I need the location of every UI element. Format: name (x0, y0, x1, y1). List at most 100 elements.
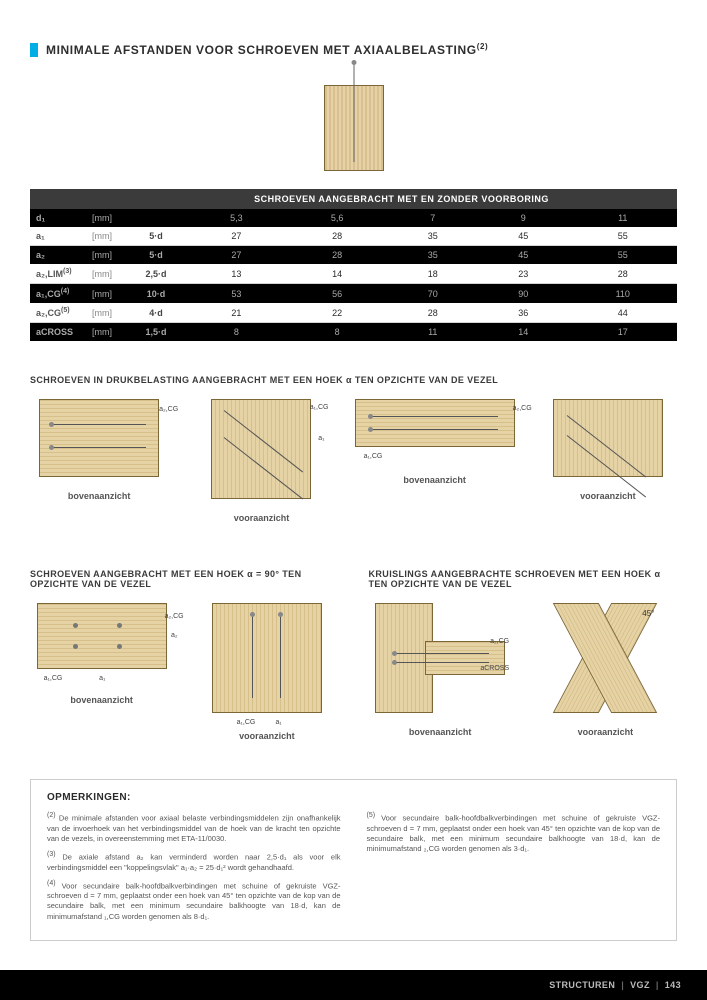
table-cell: 70 (388, 284, 478, 304)
table-header-row: SCHROEVEN AANGEBRACHT MET EN ZONDER VOOR… (30, 189, 677, 209)
diagram-cell: a₂,CG a₂ a₁,CG a₁ bovenaanzicht (30, 603, 173, 741)
distances-table: SCHROEVEN AANGEBRACHT MET EN ZONDER VOOR… (30, 189, 677, 341)
dim-label: aCROSS (480, 665, 509, 672)
table-cell: 35 (388, 246, 478, 265)
table-cell: 9 (478, 209, 568, 227)
caption: vooraanzicht (534, 727, 677, 737)
caption: bovenaanzicht (30, 491, 168, 501)
screw-dot (73, 644, 78, 649)
hero-wood-block (324, 85, 384, 171)
footnote-num: (3) (47, 851, 56, 858)
table-cell: 18 (388, 264, 478, 284)
wood-block (553, 399, 663, 477)
dim-label: a₁,CG (364, 453, 383, 460)
table-cell: 28 (388, 303, 478, 323)
dim-label: a₁,CG (310, 404, 329, 411)
screw-dot (117, 644, 122, 649)
screw-vertical (252, 614, 253, 698)
table-cell: 35 (388, 227, 478, 246)
table-row: a₁,CG(4)[mm]10·d53567090110 (30, 284, 677, 304)
screw-dot (117, 623, 122, 628)
table-cell: 36 (478, 303, 568, 323)
note-text: Voor secundaire balk-hoofdbalkverbinding… (367, 814, 661, 853)
dim-label: a₁,CG (44, 675, 63, 682)
row-formula: 2,5·d (126, 264, 186, 284)
table-cell: 56 (287, 284, 388, 304)
dim-label: a₂,CG (159, 406, 178, 413)
wood-block: a₂,CG a₁,CG (355, 399, 515, 447)
wood-block: a₂,CG a₂ a₁,CG a₁ (37, 603, 167, 669)
dim-label: a₁ (276, 719, 282, 726)
title-sup: (2) (477, 42, 489, 51)
row-label: aCROSS (30, 323, 86, 342)
table-cell: 14 (478, 323, 568, 342)
dim-label: a₂ (171, 632, 178, 639)
notes-title: OPMERKINGEN: (47, 792, 660, 803)
table-cell: 22 (287, 303, 388, 323)
table-cell: 17 (569, 323, 678, 342)
table-cell: 11 (569, 209, 678, 227)
wood-block: a₂,CG (39, 399, 159, 477)
dim-label: a₁ (318, 435, 324, 442)
notes-box: OPMERKINGEN: (2) De minimale afstanden v… (30, 779, 677, 941)
section-2: SCHROEVEN AANGEBRACHT MET EEN HOEK α = 9… (30, 569, 677, 741)
row-label: a₂,LIM(3) (30, 264, 86, 284)
screw-diag (224, 437, 303, 499)
table-cell: 27 (186, 246, 287, 265)
table-cell: 55 (569, 246, 678, 265)
table-cell: 11 (388, 323, 478, 342)
section1-title: SCHROEVEN IN DRUKBELASTING AANGEBRACHT M… (30, 375, 677, 385)
t-joint: a₂,CG aCROSS (375, 603, 505, 713)
screw-line (52, 447, 146, 448)
section2a-title: SCHROEVEN AANGEBRACHT MET EEN HOEK α = 9… (30, 569, 339, 589)
screw-vertical (280, 614, 281, 698)
dim-label: a₂,CG (490, 638, 509, 645)
table-cell: 53 (186, 284, 287, 304)
table-row: a₂,LIM(3)[mm]2,5·d1314182328 (30, 264, 677, 284)
caption: vooraanzicht (195, 731, 338, 741)
row-label: a₂ (30, 246, 86, 265)
note-text: Voor secundaire balk-hoofdbalkverbinding… (47, 881, 341, 920)
screw-line (371, 416, 497, 417)
screw-line (371, 429, 497, 430)
screw-line (52, 424, 146, 425)
table-cell: 7 (388, 209, 478, 227)
footnote-num: (2) (47, 812, 56, 819)
footnote-num: (5) (367, 812, 376, 819)
caption: bovenaanzicht (369, 727, 512, 737)
table-cell: 14 (287, 264, 388, 284)
footer-product: VGZ (630, 980, 650, 990)
table-cell: 28 (287, 246, 388, 265)
table-cell: 28 (569, 264, 678, 284)
row-unit: [mm] (86, 264, 126, 284)
footer-page: 143 (665, 980, 681, 990)
table-cell: 28 (287, 227, 388, 246)
dim-label: a₂,CG (165, 613, 184, 620)
table-cell: 44 (569, 303, 678, 323)
notes-col-right: (5) Voor secundaire balk-hoofdbalkverbin… (367, 811, 661, 928)
row-formula: 5·d (126, 246, 186, 265)
row-label: a₁,CG(4) (30, 284, 86, 304)
section2b-title: KRUISLINGS AANGEBRACHTE SCHROEVEN MET EE… (369, 569, 678, 589)
diagram-cell: a₁,CG a₁ vooraanzicht (192, 399, 330, 523)
section-1: SCHROEVEN IN DRUKBELASTING AANGEBRACHT M… (30, 375, 677, 523)
hero-diagram (30, 85, 677, 173)
table-cell: 110 (569, 284, 678, 304)
table-cell: 8 (186, 323, 287, 342)
cross-screws: 45° (550, 603, 660, 713)
diagram-cell: 45° vooraanzicht (534, 603, 677, 737)
screw-line (395, 653, 489, 654)
table-cell: 5,6 (287, 209, 388, 227)
table-row: a₁[mm]5·d2728354555 (30, 227, 677, 246)
footer-sep: | (656, 980, 659, 990)
caption: vooraanzicht (192, 513, 330, 523)
table-cell: 90 (478, 284, 568, 304)
note-text: De minimale afstanden voor axiaal belast… (47, 814, 341, 843)
table-row: a₂,CG(5)[mm]4·d2122283644 (30, 303, 677, 323)
row-unit: [mm] (86, 323, 126, 342)
notes-col-left: (2) De minimale afstanden voor axiaal be… (47, 811, 341, 928)
diagram-cell: a₂,CG bovenaanzicht (30, 399, 168, 523)
row-formula: 1,5·d (126, 323, 186, 342)
footnote-num: (4) (47, 880, 56, 887)
table-row: d₁[mm]5,35,67911 (30, 209, 677, 227)
